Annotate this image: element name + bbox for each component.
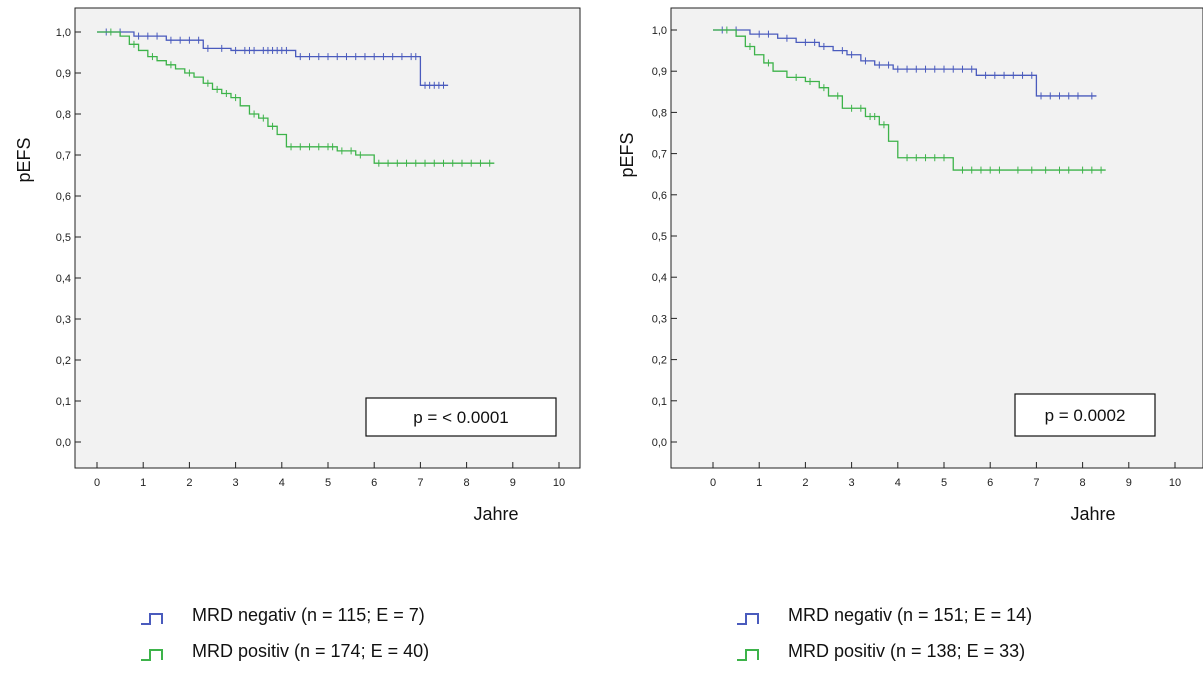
series-line-positiv [713, 29, 1106, 171]
y-tick-label: 0,7 [56, 150, 71, 162]
y-tick-label: 0,7 [652, 149, 667, 161]
p-value-box [1014, 393, 1156, 437]
y-tick-label: 0,0 [56, 437, 71, 449]
x-tick-label: 10 [553, 477, 565, 489]
legend-label: MRD positiv (n = 174; E = 40) [192, 641, 430, 661]
y-tick-label: 0,2 [56, 355, 71, 367]
y-tick-label: 0,6 [56, 191, 71, 203]
legend-swatch-blue [141, 613, 163, 625]
y-tick-label: 1,0 [56, 27, 71, 39]
x-axis-label: Jahre [1070, 504, 1115, 524]
legend-label: MRD negativ (n = 115; E = 7) [192, 605, 425, 625]
legend-label: MRD positiv (n = 138; E = 33) [788, 641, 1026, 661]
x-tick-label: 9 [1126, 477, 1132, 489]
x-tick-label: 6 [987, 477, 993, 489]
p-value-label: p = 0.0002 [1045, 406, 1126, 425]
x-tick-label: 7 [417, 477, 423, 489]
x-tick-label: 5 [941, 477, 947, 489]
x-tick-label: 3 [233, 477, 239, 489]
x-tick-label: 8 [464, 477, 470, 489]
y-tick-label: 1,0 [652, 25, 667, 37]
plot-area [670, 7, 1203, 469]
x-tick-label: 4 [895, 477, 901, 489]
chart-panel-left: 0,0 0,1 0,2 0,3 0,4 0,5 0,6 0,7 0,8 0,9 1,0 0 1 2 3 4 5 6… [0, 0, 600, 675]
x-tick-label: 1 [140, 477, 146, 489]
y-axis-label: pEFS [14, 137, 34, 182]
y-axis-label: pEFS [617, 132, 637, 177]
km-chart-right: 0,0 0,1 0,2 0,3 0,4 0,5 0,6 0,7 0,8 0,9 1,0 0 1 2 3 4 5 6… [617, 7, 1203, 524]
x-tick-label: 7 [1033, 477, 1039, 489]
p-value-box [365, 397, 557, 437]
y-tick-label: 0,1 [56, 396, 71, 408]
plot-area [74, 7, 581, 469]
x-tick-label: 8 [1080, 477, 1086, 489]
y-tick-label: 0,2 [652, 355, 667, 367]
y-tick-label: 0,4 [652, 272, 667, 284]
x-tick-label: 9 [510, 477, 516, 489]
x-tick-label: 5 [325, 477, 331, 489]
x-tick-label: 2 [802, 477, 808, 489]
y-tick-label: 0,5 [56, 232, 71, 244]
y-tick-label: 0,3 [652, 313, 667, 325]
y-tick-label: 0,3 [56, 314, 71, 326]
x-tick-label: 2 [186, 477, 192, 489]
series-line-negativ [713, 29, 1097, 97]
legend-swatch-blue [737, 613, 759, 625]
y-tick-label: 0,0 [652, 437, 667, 449]
x-tick-label: 0 [710, 477, 716, 489]
y-tick-label: 0,4 [56, 273, 71, 285]
x-tick-label: 4 [279, 477, 285, 489]
legend-swatch-green [737, 649, 759, 661]
x-tick-label: 3 [849, 477, 855, 489]
y-tick-label: 0,9 [56, 68, 71, 80]
p-value-label: p = < 0.0001 [413, 408, 508, 427]
km-chart-left: 0,0 0,1 0,2 0,3 0,4 0,5 0,6 0,7 0,8 0,9 1,0 0 1 2 3 4 5 6… [14, 7, 581, 524]
legend-swatch-green [141, 649, 163, 661]
x-tick-label: 6 [371, 477, 377, 489]
x-tick-label: 10 [1169, 477, 1181, 489]
x-axis-label: Jahre [473, 504, 518, 524]
legend-label: MRD negativ (n = 151; E = 14) [788, 605, 1033, 625]
chart-panel-right: 0,0 0,1 0,2 0,3 0,4 0,5 0,6 0,7 0,8 0,9 1,0 0 1 2 3 4 5 6… [603, 0, 1203, 675]
y-tick-label: 0,9 [652, 66, 667, 78]
y-tick-label: 0,8 [652, 107, 667, 119]
y-tick-label: 0,6 [652, 190, 667, 202]
y-tick-label: 0,8 [56, 109, 71, 121]
series-line-negativ [97, 31, 449, 86]
x-tick-label: 1 [756, 477, 762, 489]
x-tick-label: 0 [94, 477, 100, 489]
y-tick-label: 0,5 [652, 231, 667, 243]
y-tick-label: 0,1 [652, 396, 667, 408]
